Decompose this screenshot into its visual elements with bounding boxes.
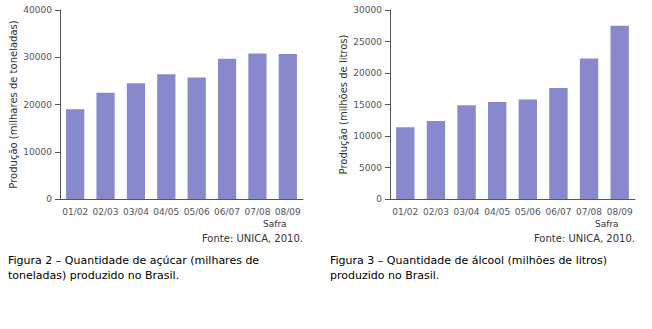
svg-text:01/02: 01/02 bbox=[392, 207, 418, 217]
svg-text:toneladas) produzido no Brasil: toneladas) produzido no Brasil. bbox=[8, 269, 179, 282]
svg-text:06/07: 06/07 bbox=[545, 207, 571, 217]
svg-text:01/02: 01/02 bbox=[62, 207, 88, 217]
svg-text:08/09: 08/09 bbox=[275, 207, 301, 217]
svg-text:05/06: 05/06 bbox=[184, 207, 210, 217]
svg-text:20000: 20000 bbox=[23, 100, 52, 110]
svg-text:30000: 30000 bbox=[353, 5, 382, 15]
svg-text:40000: 40000 bbox=[23, 5, 52, 15]
svg-text:15000: 15000 bbox=[353, 100, 382, 110]
svg-text:Safra: Safra bbox=[595, 219, 619, 229]
svg-text:Produção (milhões de litros): Produção (milhões de litros) bbox=[338, 34, 349, 174]
svg-text:05/06: 05/06 bbox=[515, 207, 541, 217]
svg-text:07/08: 07/08 bbox=[576, 207, 602, 217]
svg-text:Figura 3 – Quantidade de álcoo: Figura 3 – Quantidade de álcool (milhões… bbox=[330, 254, 611, 267]
svg-text:03/04: 03/04 bbox=[123, 207, 149, 217]
svg-text:Fonte: UNICA, 2010.: Fonte: UNICA, 2010. bbox=[534, 233, 635, 244]
svg-text:04/05: 04/05 bbox=[484, 207, 510, 217]
svg-text:10000: 10000 bbox=[353, 131, 382, 141]
svg-text:02/03: 02/03 bbox=[93, 207, 119, 217]
svg-text:07/08: 07/08 bbox=[244, 207, 270, 217]
svg-text:06/07: 06/07 bbox=[214, 207, 240, 217]
svg-text:0: 0 bbox=[46, 194, 52, 204]
svg-text:produzido no Brasil.: produzido no Brasil. bbox=[330, 269, 439, 282]
svg-text:Safra: Safra bbox=[263, 219, 287, 229]
svg-text:10000: 10000 bbox=[23, 147, 52, 157]
svg-text:20000: 20000 bbox=[353, 68, 382, 78]
svg-text:08/09: 08/09 bbox=[607, 207, 633, 217]
svg-text:30000: 30000 bbox=[23, 52, 52, 62]
svg-text:Figura 2 – Quantidade de açúca: Figura 2 – Quantidade de açúcar (milhare… bbox=[8, 254, 263, 267]
svg-text:5000: 5000 bbox=[359, 163, 382, 173]
svg-text:Produção (milhares de tonelada: Produção (milhares de toneladas) bbox=[8, 20, 19, 188]
svg-text:04/05: 04/05 bbox=[153, 207, 179, 217]
svg-text:25000: 25000 bbox=[353, 37, 382, 47]
svg-text:03/04: 03/04 bbox=[454, 207, 480, 217]
svg-text:Fonte: UNICA, 2010.: Fonte: UNICA, 2010. bbox=[202, 233, 303, 244]
svg-text:02/03: 02/03 bbox=[423, 207, 449, 217]
svg-text:0: 0 bbox=[376, 194, 382, 204]
